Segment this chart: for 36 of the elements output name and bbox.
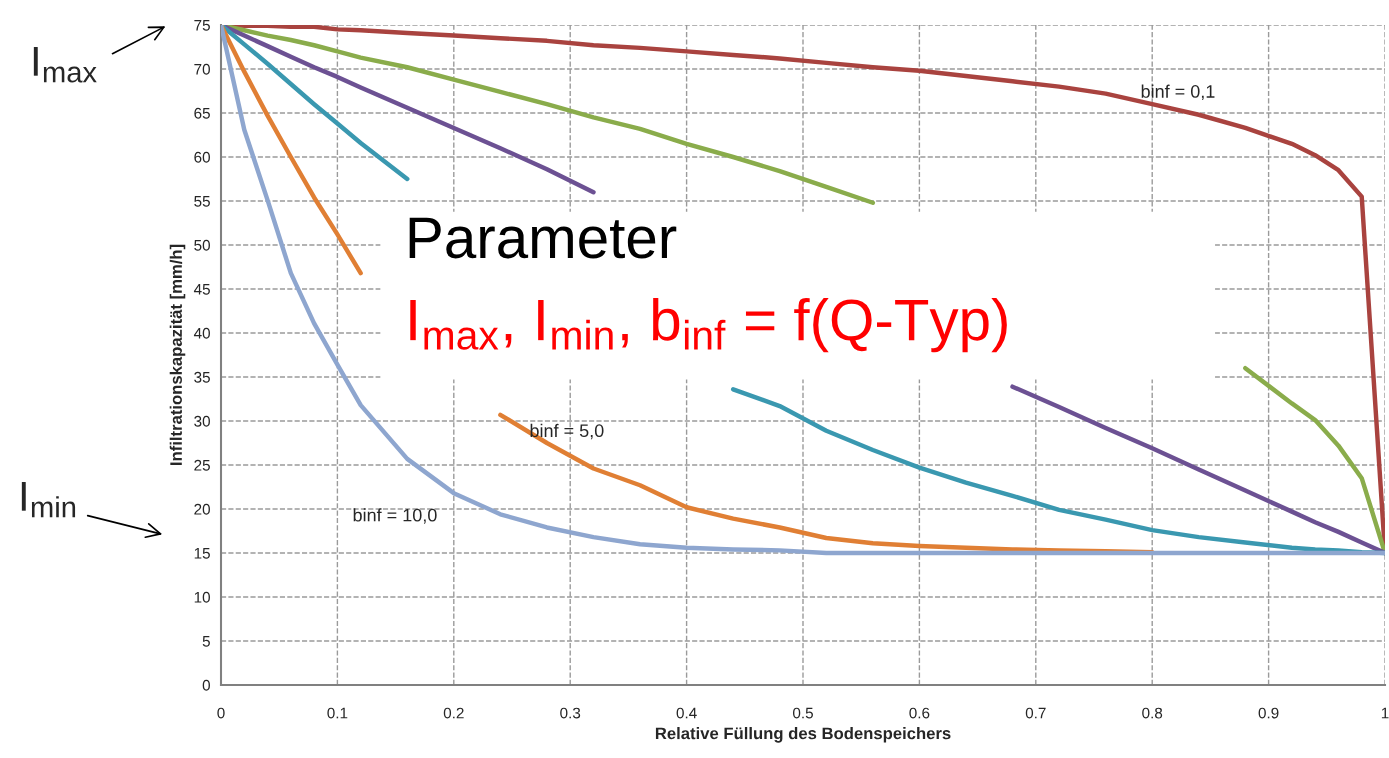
y-tick-label: 10 xyxy=(194,591,210,603)
x-tick-label: 0.3 xyxy=(560,707,581,719)
x-tick-label: 0.6 xyxy=(909,707,930,719)
text: I$_{max}$ xyxy=(33,47,97,83)
x-axis-title: Relative Füllung des Bodenspeichers xyxy=(655,727,951,743)
y-tick-label: 5 xyxy=(202,636,210,647)
y-tick-label: 50 xyxy=(194,239,210,251)
y-tick-label: 60 xyxy=(194,151,210,163)
y-tick-label: 40 xyxy=(193,327,210,339)
y-tick-label: 45 xyxy=(193,284,210,295)
x-tick-label: 0.1 xyxy=(327,707,348,719)
y-tick-label: 65 xyxy=(194,107,210,119)
y-tick-label: 75 xyxy=(194,20,210,31)
x-tick-label: 0.2 xyxy=(443,707,464,719)
y-tick-label: 70 xyxy=(194,63,210,75)
x-tick-label: 0.8 xyxy=(1142,707,1163,719)
x-tick-label: 0.9 xyxy=(1258,707,1279,719)
annotation: binf = 10,0 xyxy=(353,508,437,524)
annotation: I$_{max}$, I$_{min}$, b$_{inf}$ = f(Q-Typ) xyxy=(410,297,1007,353)
x-tick-label: 1 xyxy=(1381,707,1389,719)
y-tick-label: 35 xyxy=(194,371,210,383)
annotation: binf = 5,0 xyxy=(530,423,604,440)
x-tick-label: 0 xyxy=(217,707,225,719)
annotation: Parameter xyxy=(409,217,677,259)
y-tick-label: 20 xyxy=(194,503,210,515)
y-tick-label: 15 xyxy=(194,548,210,559)
y-tick-label: 25 xyxy=(194,459,210,471)
x-tick-label: 0.7 xyxy=(1025,707,1046,719)
x-tick-label: 0.5 xyxy=(792,707,813,719)
y-tick-label: 55 xyxy=(194,196,210,207)
y-tick-label: 0 xyxy=(202,679,210,691)
annotation: binf = 0,1 xyxy=(1141,84,1215,100)
x-tick-label: 0.4 xyxy=(676,707,697,719)
y-tick-label: 30 xyxy=(194,415,210,427)
text: I$_{min}$ xyxy=(21,482,76,518)
y-axis-title: Infiltrationskapazität [mm/h] xyxy=(169,244,186,465)
